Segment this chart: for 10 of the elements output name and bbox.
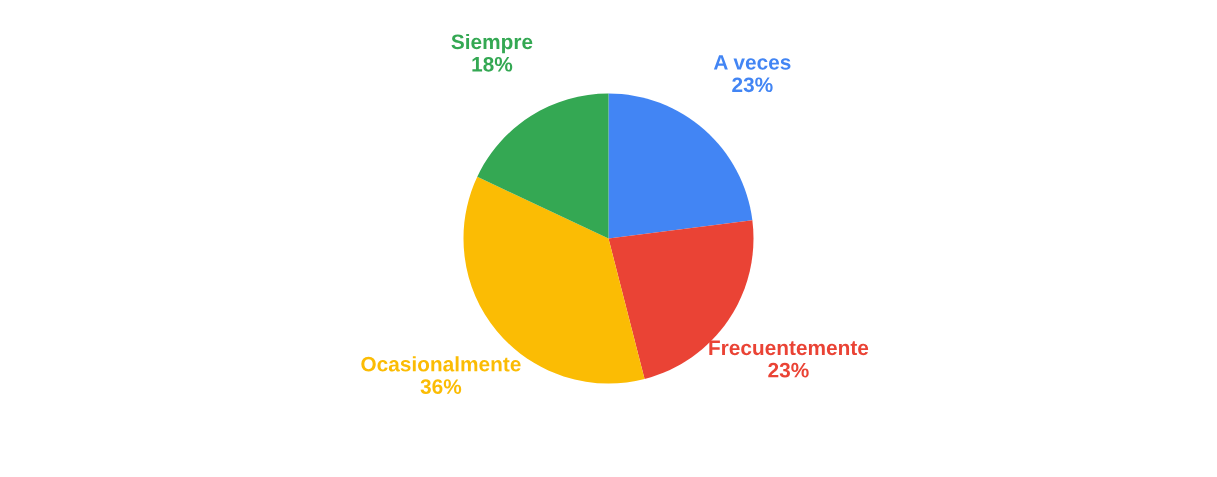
data-label: 36% [420, 379, 462, 394]
data-label: 23% [768, 362, 809, 378]
slice-label: Ocasionalmente [361, 356, 521, 372]
slice-label: Frecuentemente [709, 340, 869, 356]
data-label: 23% [732, 77, 773, 93]
pie-slice [477, 93, 609, 239]
data-label: 18% [472, 56, 513, 72]
slice-label: A veces [713, 55, 791, 70]
slice-label: Siempre [451, 33, 533, 54]
pie-slice [608, 93, 753, 239]
